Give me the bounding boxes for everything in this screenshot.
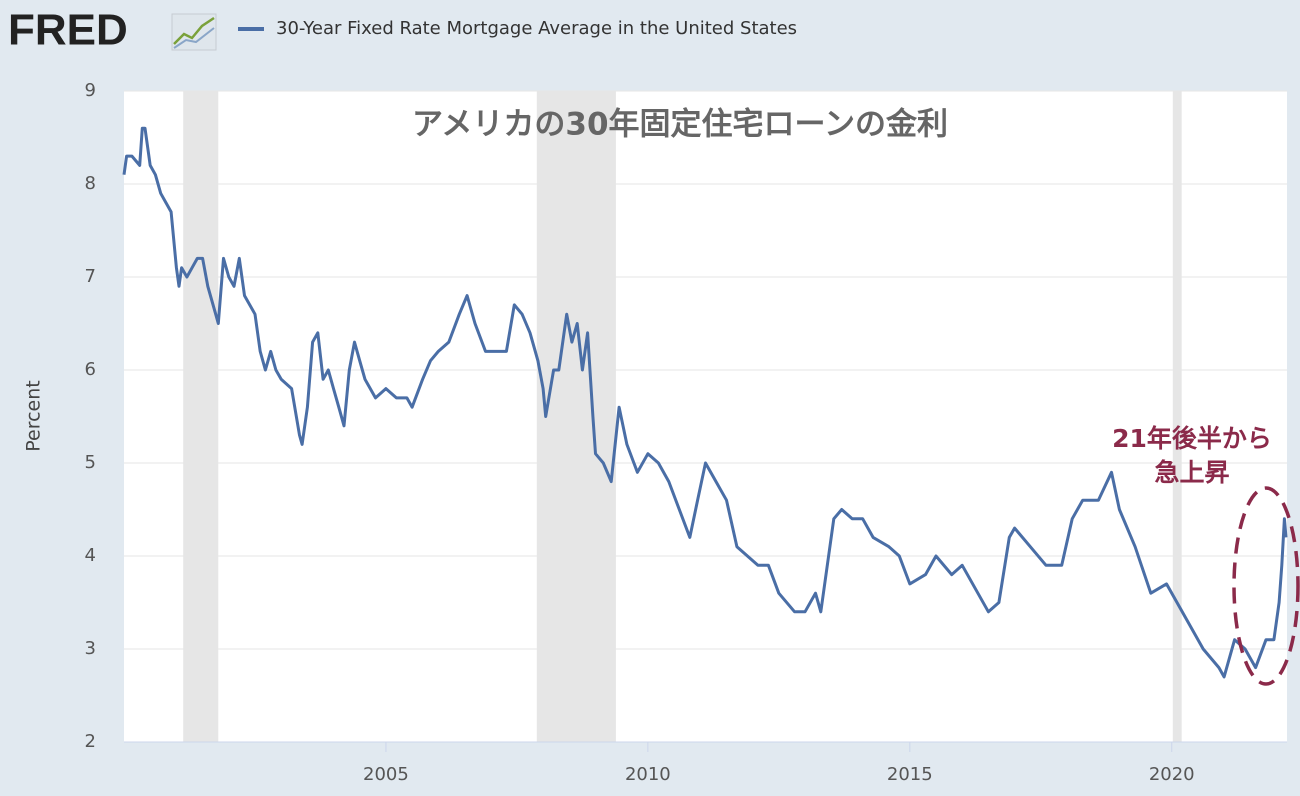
recession-shade <box>183 91 219 742</box>
y-tick-label: 7 <box>85 266 96 287</box>
legend-label: 30-Year Fixed Rate Mortgage Average in t… <box>276 18 797 39</box>
recession-shade <box>536 91 616 742</box>
y-tick-label: 6 <box>85 359 96 380</box>
annotation: 急上昇 <box>1154 458 1229 487</box>
x-tick-label: 2020 <box>1149 764 1195 785</box>
y-tick-label: 9 <box>85 80 96 101</box>
y-tick-label: 5 <box>85 452 96 473</box>
y-tick-label: 4 <box>85 545 96 566</box>
brand-logo: FRED <box>8 6 128 55</box>
highlight-ellipse <box>1232 486 1300 686</box>
x-tick-label: 2010 <box>625 764 671 785</box>
data-line <box>122 126 1288 679</box>
logo-icon <box>171 13 217 51</box>
chart-title: アメリカの30年固定住宅ローンの金利 <box>412 107 948 143</box>
y-axis-label: Percent <box>23 380 45 452</box>
x-tick-label: 2015 <box>887 764 933 785</box>
y-tick-label: 8 <box>85 173 96 194</box>
plot-area <box>124 91 1287 742</box>
recession-shade <box>1172 91 1182 742</box>
annotation: 21年後半から <box>1112 424 1272 453</box>
y-tick-label: 2 <box>85 731 96 752</box>
x-tick-label: 2005 <box>363 764 409 785</box>
y-tick-label: 3 <box>85 638 96 659</box>
